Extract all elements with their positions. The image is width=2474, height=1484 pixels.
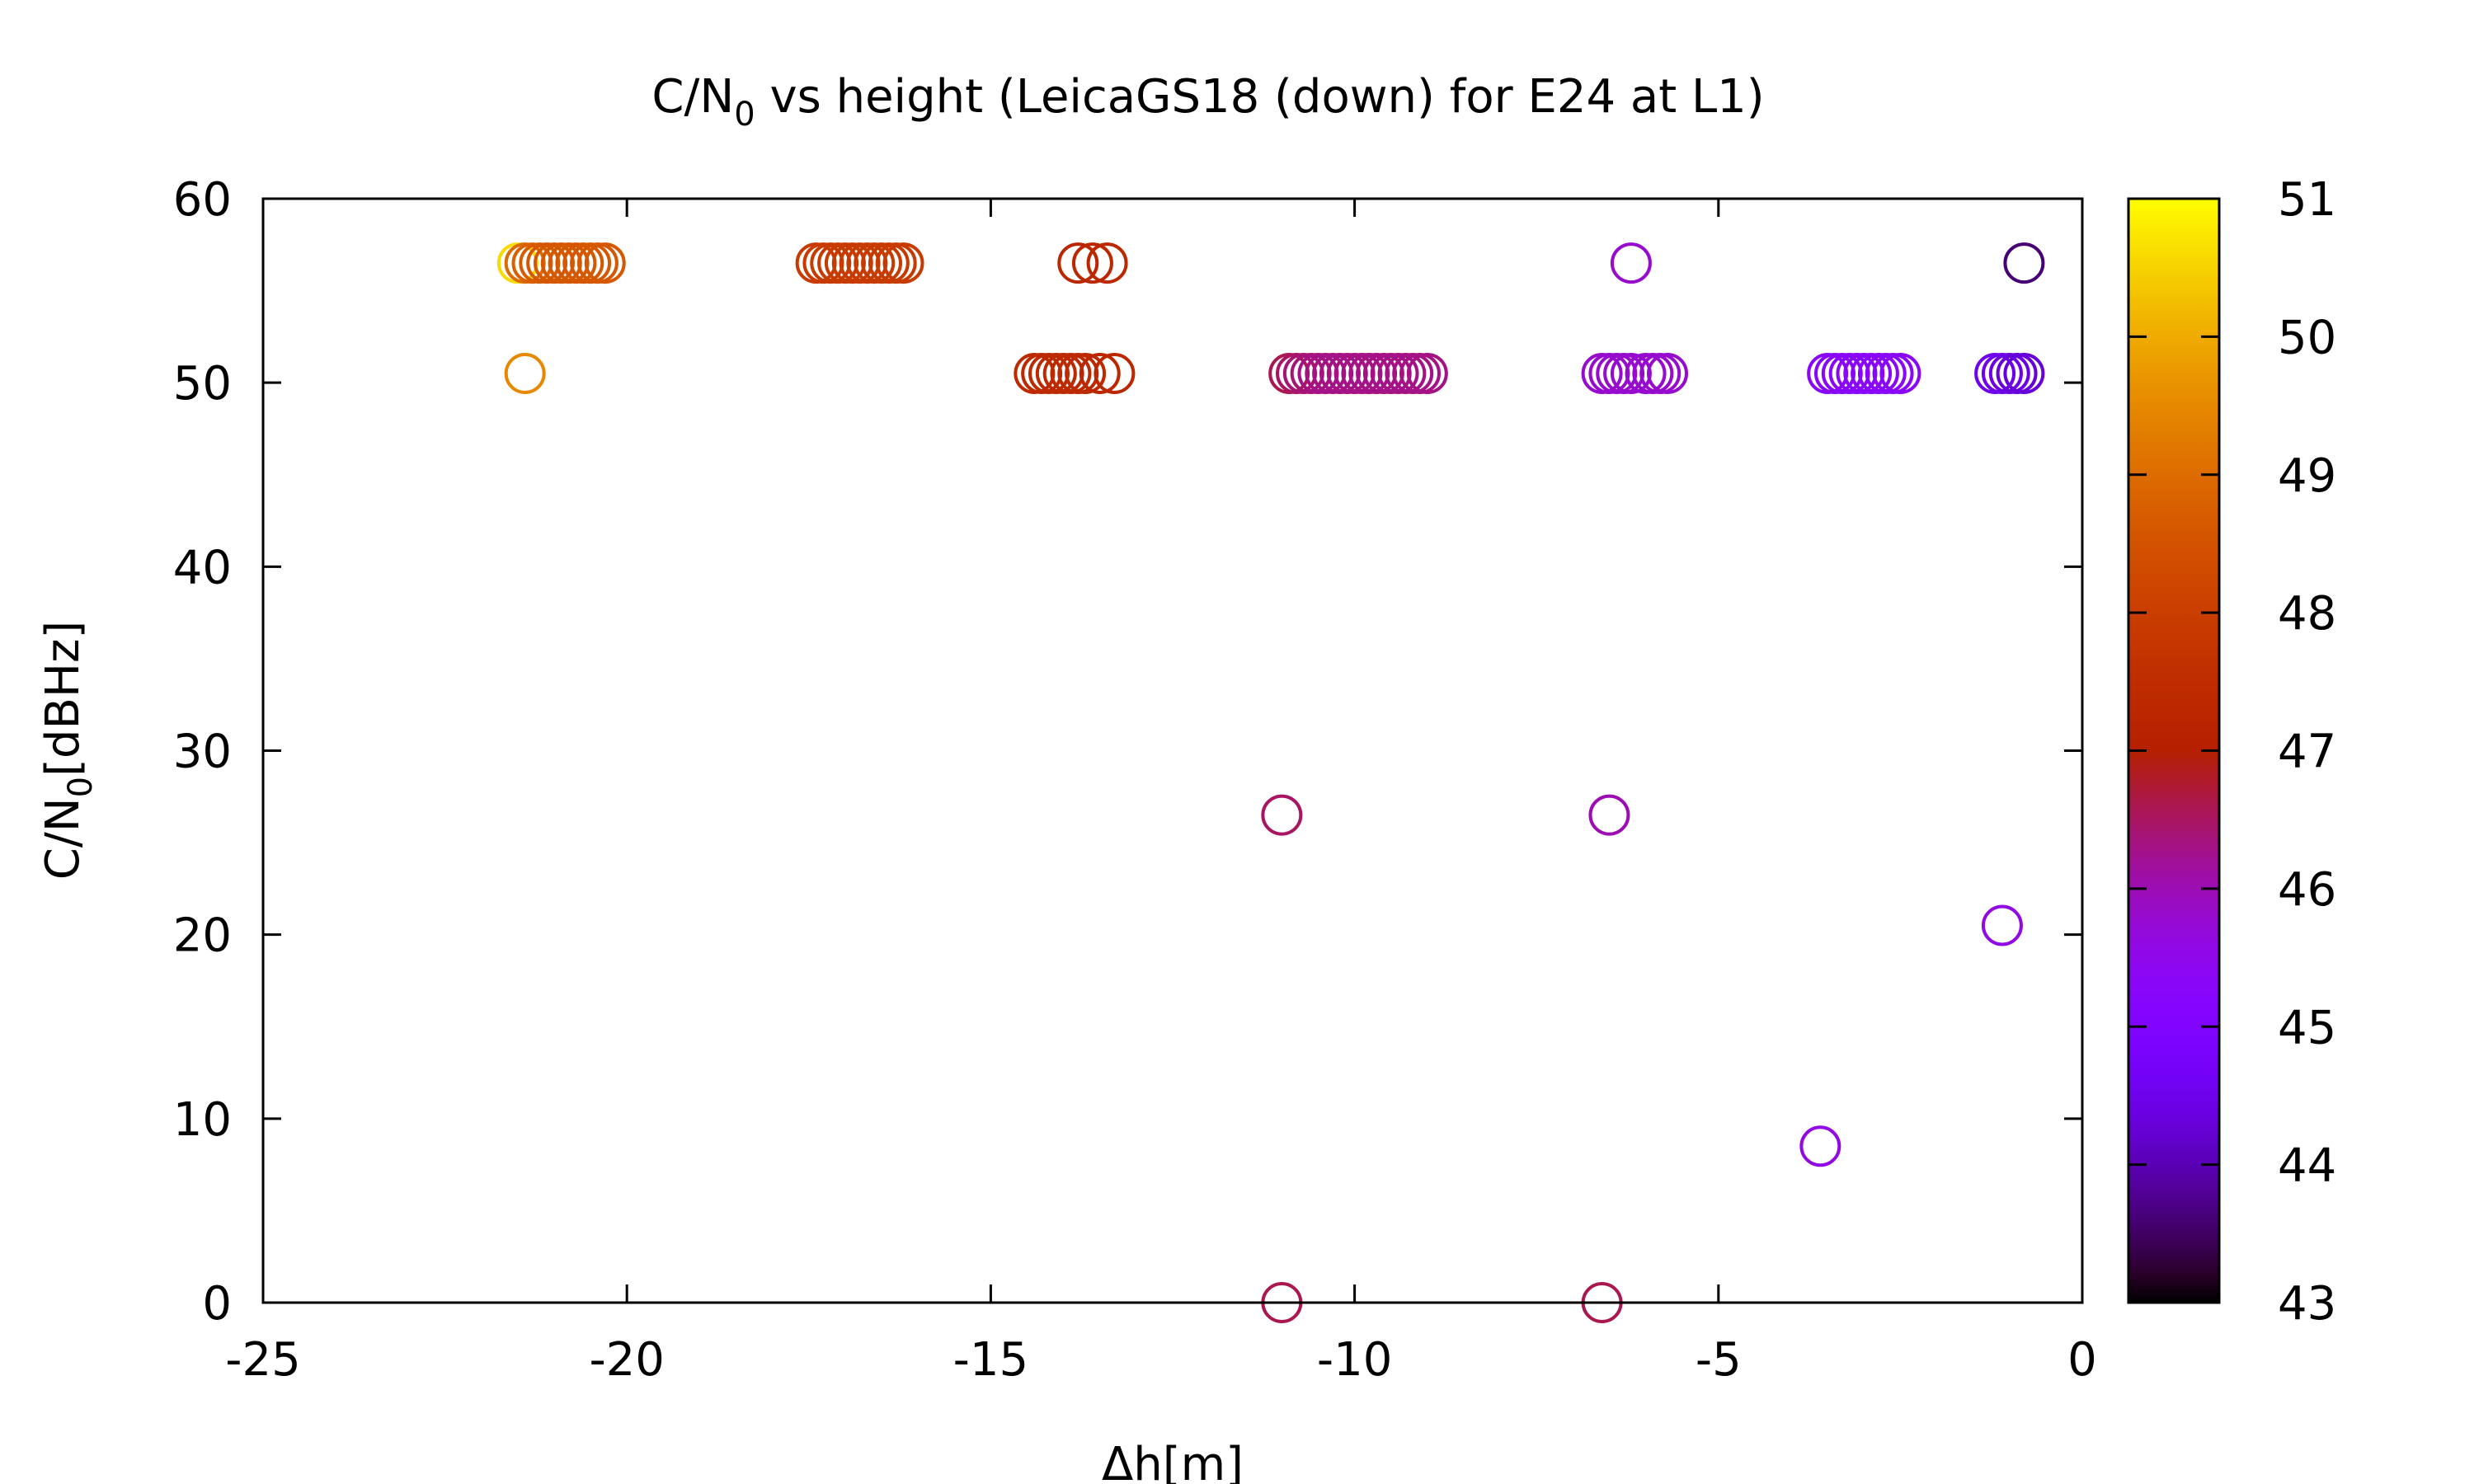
x-tick-label: -10: [1317, 1333, 1392, 1387]
y-tick-label: 40: [173, 541, 232, 594]
data-point: [1799, 1125, 1841, 1167]
data-point: [1086, 242, 1128, 284]
y-tick-label: 20: [173, 909, 232, 963]
y-tick-label: 10: [173, 1093, 232, 1147]
data-point: [504, 353, 546, 395]
data-point: [882, 242, 924, 284]
y-tick-label: 0: [202, 1277, 232, 1331]
y-axis-label: C/N0[dBHz]: [36, 621, 100, 880]
colorbar-tick-label: 48: [2278, 587, 2336, 641]
data-point: [1094, 353, 1136, 395]
x-axis-label: Δh[m]: [1102, 1438, 1244, 1484]
data-point: [2003, 242, 2045, 284]
data-point: [584, 242, 626, 284]
colorbar-tick-label: 46: [2278, 863, 2336, 917]
colorbar-tick-label: 44: [2278, 1139, 2336, 1193]
colorbar-tick-label: 45: [2278, 1001, 2336, 1054]
colorbar: 43 44 45 46 47 48 49 50 51: [2127, 173, 2336, 1331]
x-tick-label: -25: [225, 1333, 300, 1387]
y-axis: 0 10 20 30 40 50 60: [173, 173, 2082, 1331]
data-point: [2003, 353, 2045, 395]
data-point: [1981, 904, 2023, 946]
y-tick-label: 50: [173, 357, 232, 411]
data-point: [1065, 353, 1107, 395]
data-point: [1588, 794, 1630, 836]
colorbar-tick-label: 43: [2278, 1277, 2336, 1331]
data-point: [1647, 353, 1689, 395]
x-tick-label: 0: [2067, 1333, 2097, 1387]
x-tick-label: -5: [1696, 1333, 1742, 1387]
colorbar-tick-label: 49: [2278, 449, 2336, 503]
data-point: [1406, 353, 1448, 395]
y-tick-label: 30: [173, 726, 232, 779]
x-tick-label: -15: [953, 1333, 1028, 1387]
x-tick-label: -20: [589, 1333, 664, 1387]
colorbar-tick-label: 50: [2278, 311, 2336, 364]
data-point: [1261, 794, 1303, 836]
chart-title: C/N0 vs height (LeicaGS18 (down) for E24…: [651, 70, 1764, 134]
colorbar-tick-label: 51: [2278, 173, 2336, 227]
y-tick-label: 60: [173, 173, 232, 227]
data-point: [1879, 353, 1921, 395]
x-axis: -25 -20 -15 -10 -5 0: [225, 199, 2097, 1387]
data-point: [1071, 242, 1113, 284]
data-point: [1610, 242, 1652, 284]
data-point: [1057, 242, 1099, 284]
scatter-points: [496, 242, 2045, 1323]
colorbar-tick-label: 47: [2278, 726, 2336, 779]
data-point: [1079, 353, 1121, 395]
